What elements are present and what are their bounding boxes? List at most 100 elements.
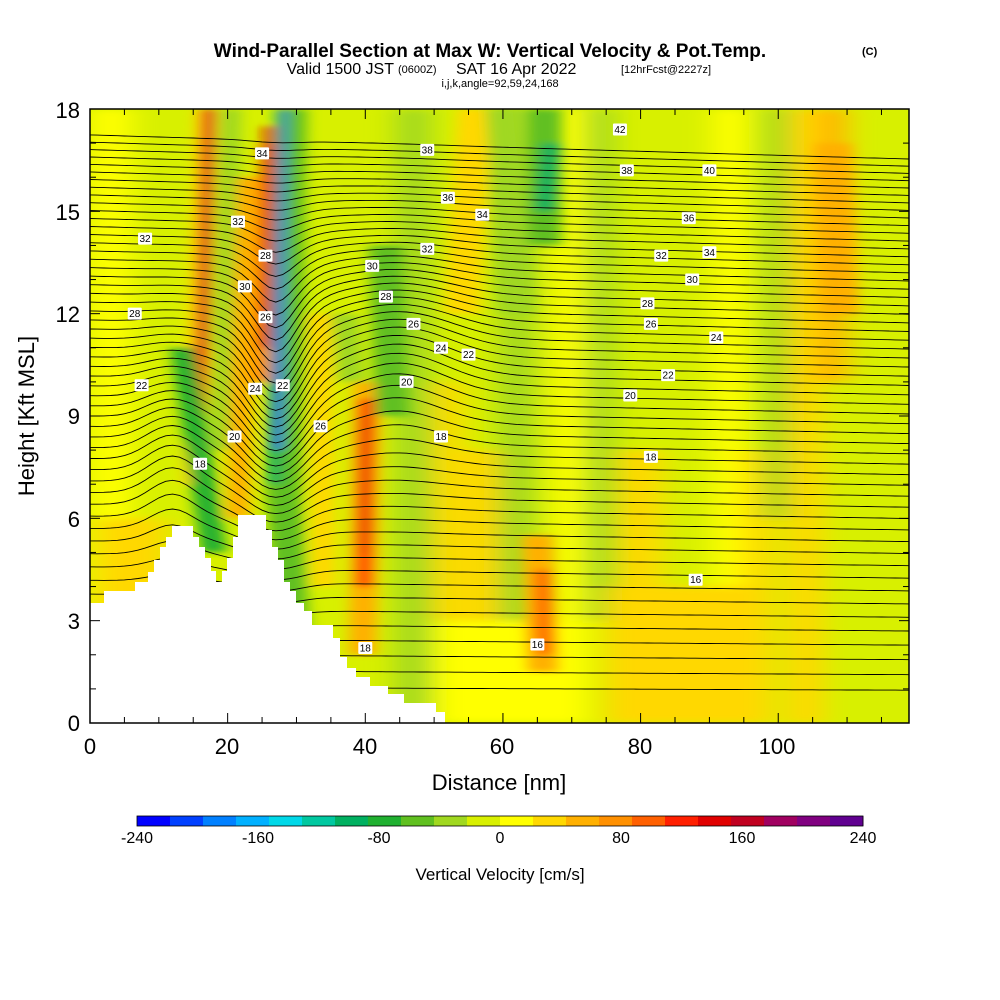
- colorbar-swatch: [335, 816, 369, 826]
- svg-text:42: 42: [614, 125, 626, 136]
- colorbar-swatch: [797, 816, 831, 826]
- velocity-cell: [535, 569, 552, 655]
- theta-contour-line: [90, 171, 909, 196]
- svg-text:26: 26: [260, 313, 272, 324]
- velocity-streak: [788, 109, 823, 723]
- theta-label: 22: [661, 369, 676, 382]
- theta-contour-line: [90, 289, 909, 364]
- colorbar-tick-label: -160: [242, 830, 274, 847]
- theta-contour-line: [90, 194, 909, 219]
- colorbar-swatch: [764, 816, 798, 826]
- colorbar: [136, 815, 864, 827]
- svg-text:24: 24: [250, 384, 262, 395]
- y-tick-label: 3: [68, 609, 80, 634]
- svg-text:38: 38: [621, 166, 633, 177]
- theta-contour-line: [90, 218, 909, 242]
- theta-contour-line: [90, 134, 909, 160]
- svg-text:22: 22: [136, 381, 148, 392]
- theta-contour-line: [90, 415, 909, 482]
- grid-indices: i,j,k,angle=92,59,24,168: [441, 78, 558, 90]
- colorbar-swatch: [368, 816, 402, 826]
- theta-contour-line: [90, 318, 909, 403]
- theta-contour-line: [90, 434, 909, 498]
- svg-text:28: 28: [260, 251, 272, 262]
- theta-contour-line: [90, 141, 909, 167]
- svg-text:22: 22: [663, 371, 675, 382]
- svg-text:18: 18: [435, 432, 447, 443]
- theta-contour-line: [90, 397, 909, 467]
- theta-contour-line: [90, 524, 909, 560]
- terrain: [90, 515, 445, 723]
- theta-label: 18: [643, 450, 658, 463]
- theta-contour-line: [90, 384, 909, 459]
- theta-label: 20: [623, 389, 638, 402]
- forecast-info: [12hrFcst@2227z]: [621, 64, 711, 76]
- y-tick-label: 6: [68, 507, 80, 532]
- colorbar-swatch: [170, 816, 204, 826]
- velocity-cell: [535, 143, 561, 212]
- theta-contour-line: [90, 210, 909, 234]
- valid-time-utc: (0600Z): [398, 64, 437, 76]
- svg-text:32: 32: [232, 217, 244, 228]
- y-axis-label: Height [Kft MSL]: [14, 336, 39, 496]
- theta-label: 18: [434, 430, 448, 443]
- theta-label: 34: [702, 246, 717, 259]
- x-tick-label: 20: [215, 734, 239, 759]
- svg-text:30: 30: [367, 261, 379, 272]
- svg-text:18: 18: [360, 643, 372, 654]
- svg-text:28: 28: [129, 309, 141, 320]
- theta-contour-line: [90, 334, 909, 420]
- theta-contour-line: [90, 508, 909, 550]
- svg-text:16: 16: [690, 575, 702, 586]
- velocity-cell: [361, 416, 370, 553]
- axis-ticks: [89, 108, 909, 724]
- svg-text:22: 22: [277, 381, 289, 392]
- colorbar-swatch: [500, 816, 534, 826]
- svg-text:18: 18: [195, 459, 207, 470]
- theta-label: 30: [365, 259, 380, 272]
- theta-contour-line: [90, 352, 909, 436]
- theta-label: 38: [619, 164, 634, 177]
- theta-contour-line: [90, 268, 909, 329]
- svg-text:32: 32: [139, 234, 151, 245]
- theta-contour-line: [90, 311, 909, 394]
- velocity-cell: [330, 313, 366, 382]
- velocity-streak: [850, 109, 885, 723]
- colorbar-swatch: [698, 816, 732, 826]
- theta-label: 16: [688, 573, 703, 586]
- velocity-cell: [368, 245, 410, 416]
- colorbar-swatch: [434, 816, 468, 826]
- theta-label: 32: [138, 232, 153, 245]
- x-axis-label: Distance [nm]: [432, 770, 567, 795]
- theta-label: 32: [230, 215, 245, 228]
- theta-contour-line: [90, 241, 909, 277]
- theta-label: 26: [258, 311, 273, 324]
- valid-date: SAT 16 Apr 2022: [456, 61, 576, 78]
- valid-time-prefix: Valid 1500 JST: [287, 61, 395, 78]
- theta-label: 34: [255, 147, 270, 160]
- colorbar-swatch: [830, 816, 864, 826]
- theta-contour-line: [90, 202, 909, 227]
- velocity-cell: [199, 109, 214, 348]
- theta-contour-line: [90, 326, 909, 411]
- svg-text:28: 28: [642, 299, 654, 310]
- theta-label: 36: [440, 191, 455, 204]
- svg-text:40: 40: [704, 166, 716, 177]
- theta-label: 24: [434, 341, 448, 354]
- theta-contour-line: [90, 479, 909, 532]
- theta-contour-line: [90, 275, 909, 341]
- y-tick-label: 15: [56, 200, 80, 225]
- theta-label: 24: [248, 382, 263, 395]
- velocity-streak: [606, 586, 744, 723]
- y-tick-label: 0: [68, 711, 80, 736]
- velocity-streak: [585, 109, 614, 621]
- x-tick-label: 100: [759, 734, 796, 759]
- colorbar-swatch: [731, 816, 765, 826]
- svg-text:34: 34: [477, 210, 489, 221]
- theta-label: 28: [640, 297, 655, 310]
- colorbar-swatch: [566, 816, 600, 826]
- colorbar-tick-label: -240: [121, 830, 153, 847]
- theta-labels: 42 38 38 40 34 36 34 36 32 32 28 32 32 34 30 30 30 28 28 28…: [127, 123, 724, 654]
- svg-text:30: 30: [239, 282, 251, 293]
